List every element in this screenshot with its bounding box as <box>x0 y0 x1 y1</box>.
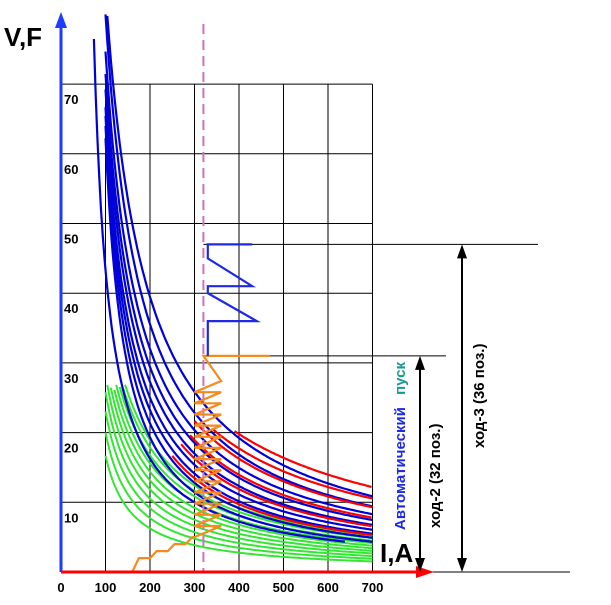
red-curve-6 <box>233 430 372 488</box>
tick-labels: 0 100 200 300 400 500 600 700 10 20 30 40 50 60 70 <box>57 92 383 595</box>
blue-curves <box>92 14 373 543</box>
x-tick-100: 100 <box>95 580 117 595</box>
dimension-arrows <box>415 244 467 572</box>
axes <box>55 12 434 578</box>
red-curve-1 <box>171 455 372 536</box>
blue-curve-4 <box>104 115 373 535</box>
y-axis-title: V,F <box>4 22 42 52</box>
x-tick-600: 600 <box>317 580 339 595</box>
y-tick-30: 30 <box>64 371 78 386</box>
green-curve-5 <box>106 384 373 552</box>
green-curve-7 <box>113 389 373 547</box>
hod3-dimension-arrow-bottom <box>457 558 467 572</box>
green-curve-1 <box>104 455 373 563</box>
x-tick-0: 0 <box>57 580 64 595</box>
green-curve-6 <box>109 387 373 550</box>
hod2-dimension-arrow-bottom <box>415 558 425 572</box>
green-curve-2 <box>104 432 373 560</box>
blue-curve-9 <box>104 14 373 508</box>
green-curve-4 <box>104 392 373 555</box>
blue-curve-3 <box>104 125 373 539</box>
auto-start-word1: Автоматический <box>392 407 409 530</box>
hod2-label: ход-2 (32 поз.) <box>427 424 444 528</box>
y-tick-70: 70 <box>64 92 78 107</box>
green-curve-8 <box>115 384 373 545</box>
x-tick-300: 300 <box>184 580 206 595</box>
blue-curve-10 <box>106 15 373 498</box>
x-axis-title: I,A <box>380 538 413 568</box>
hod3-dimension-arrow-top <box>457 244 467 259</box>
blue-curve-6 <box>104 89 373 526</box>
y-tick-10: 10 <box>64 510 78 525</box>
y-axis-arrow <box>55 12 67 28</box>
red-curve-4 <box>193 420 373 509</box>
hod2-dimension-arrow-top <box>415 355 425 370</box>
blue-start-path <box>206 243 261 356</box>
y-tick-20: 20 <box>64 441 78 456</box>
x-tick-200: 200 <box>139 580 161 595</box>
x-tick-400: 400 <box>228 580 250 595</box>
red-curve-3 <box>189 434 372 519</box>
x-tick-500: 500 <box>273 580 295 595</box>
green-curves <box>104 384 373 563</box>
red-curve-5 <box>211 428 373 500</box>
blue-curve-2 <box>104 138 373 543</box>
y-tick-50: 50 <box>64 232 78 247</box>
orange-start-path <box>131 354 271 573</box>
y-tick-40: 40 <box>64 301 78 316</box>
x-tick-700: 700 <box>362 580 384 595</box>
blue-curve-8 <box>104 51 373 516</box>
auto-start-label: Автоматический пуск <box>392 362 409 530</box>
y-tick-60: 60 <box>64 162 78 177</box>
green-curve-3 <box>104 411 373 558</box>
blue-curve-5 <box>104 107 373 531</box>
auto-start-word2: пуск <box>392 362 409 395</box>
red-curves <box>171 420 373 536</box>
hod3-label: ход-3 (36 поз.) <box>471 344 488 448</box>
blue-curve-7 <box>104 74 373 522</box>
